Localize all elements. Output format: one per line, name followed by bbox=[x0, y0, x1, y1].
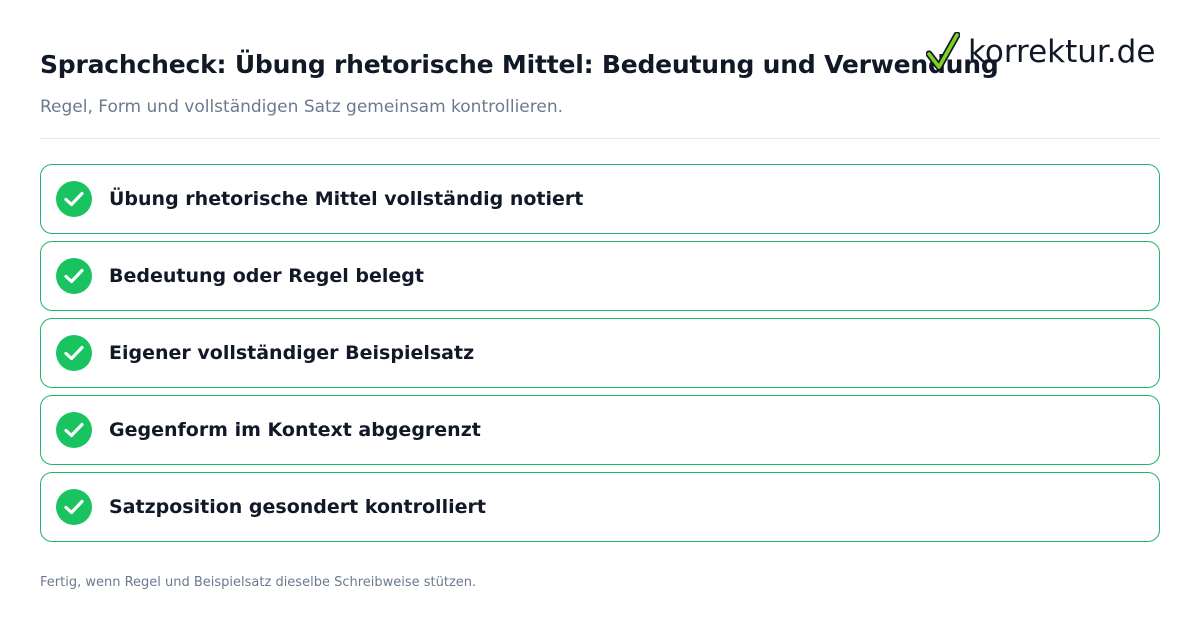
check-circle-icon bbox=[56, 258, 92, 294]
checklist-item: Eigener vollständiger Beispielsatz bbox=[40, 318, 1160, 388]
checklist-item-label: Übung rhetorische Mittel vollständig not… bbox=[109, 188, 584, 210]
checklist-item: Übung rhetorische Mittel vollständig not… bbox=[40, 164, 1160, 234]
checklist-item-label: Gegenform im Kontext abgegrenzt bbox=[109, 419, 481, 441]
checklist-item: Satzposition gesondert kontrolliert bbox=[40, 472, 1160, 542]
check-circle-icon bbox=[56, 412, 92, 448]
brand-logo: korrektur.de bbox=[926, 30, 1155, 74]
footer-note: Fertig, wenn Regel und Beispielsatz dies… bbox=[40, 575, 477, 590]
checklist: Übung rhetorische Mittel vollständig not… bbox=[40, 164, 1160, 549]
check-circle-icon bbox=[56, 489, 92, 525]
checklist-item-label: Eigener vollständiger Beispielsatz bbox=[109, 342, 475, 364]
brand-name: korrektur.de bbox=[968, 34, 1156, 70]
check-circle-icon bbox=[56, 335, 92, 371]
checkmark-icon bbox=[926, 32, 960, 71]
checklist-item-label: Satzposition gesondert kontrolliert bbox=[109, 496, 486, 518]
header-divider bbox=[40, 138, 1160, 139]
checklist-item: Bedeutung oder Regel belegt bbox=[40, 241, 1160, 311]
checklist-item: Gegenform im Kontext abgegrenzt bbox=[40, 395, 1160, 465]
check-circle-icon bbox=[56, 181, 92, 217]
page-subtitle: Regel, Form und vollständigen Satz gemei… bbox=[40, 97, 564, 117]
page-title: Sprachcheck: Übung rhetorische Mittel: B… bbox=[40, 50, 999, 79]
checklist-item-label: Bedeutung oder Regel belegt bbox=[109, 265, 424, 287]
